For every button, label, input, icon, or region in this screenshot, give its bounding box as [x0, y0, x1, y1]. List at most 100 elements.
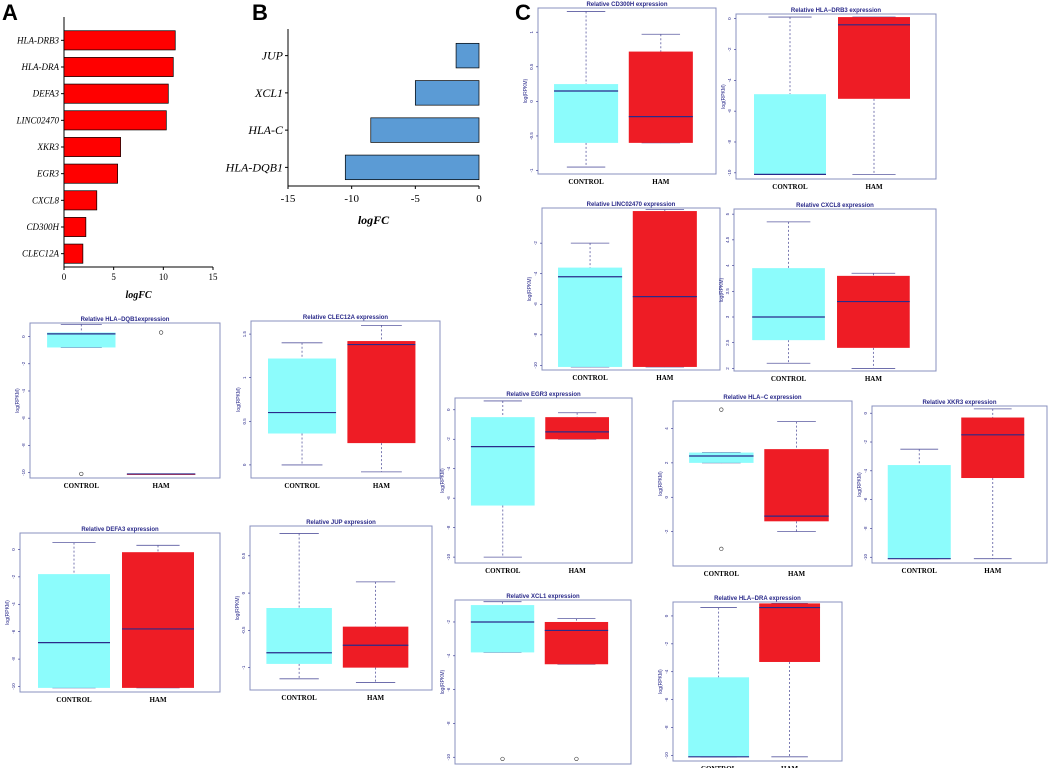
- y-tick-label: -10: [11, 683, 16, 690]
- group-label: CONTROL: [572, 374, 608, 382]
- y-tick-label: -10: [446, 753, 451, 760]
- boxplot-linc02470: Relative LINC02470 expression log(RPKM) -1…: [527, 202, 721, 382]
- y-tick-label: -4: [533, 271, 538, 275]
- y-axis-label: log(RPKM): [236, 387, 242, 412]
- y-tick-label: -4: [727, 78, 732, 82]
- outlier: [719, 546, 724, 551]
- tick-label: CLEC12A: [22, 249, 60, 259]
- y-tick-label: -4: [664, 669, 669, 673]
- y-tick-label: -10: [21, 469, 26, 476]
- y-tick-label: 0.5: [241, 552, 246, 559]
- boxplot-cd300h: Relative CD300H expression log(RPKM) -1 -0.…: [523, 2, 717, 186]
- plot-frame: [672, 400, 853, 567]
- panel-a-bar-chart: HLA-DRB3 HLA-DRA DEFA3 LINC02470 XKR3 EGR3 CXC…: [15, 17, 218, 301]
- group-label: HAM: [865, 375, 883, 383]
- boxplot-clec12a: Relative CLEC12A expression log(RPKM) 0 0.5…: [236, 315, 441, 490]
- y-tick-label: -1: [529, 168, 534, 172]
- plot-frame: [454, 599, 632, 765]
- boxplot-egr3: Relative EGR3 expression log(RPKM) -10 -8 -6…: [440, 392, 633, 575]
- y-tick-label: -8: [21, 443, 26, 447]
- y-tick-label: -2: [863, 440, 868, 444]
- box: [122, 552, 194, 688]
- box: [558, 267, 623, 367]
- y-tick-label: 2.5: [725, 339, 730, 346]
- y-tick-label: 4.5: [725, 236, 730, 243]
- tick-label: CD300H: [26, 222, 59, 232]
- group-label: HAM: [865, 183, 883, 191]
- plot-title: Relative CD300H expression: [586, 2, 667, 8]
- y-axis-label: log(RPKM): [5, 600, 11, 625]
- boxplot-defa3: Relative DEFA3 expression log(RPKM) -10 -8 -…: [5, 527, 221, 704]
- box: [628, 51, 693, 143]
- y-tick-label: -4: [21, 388, 26, 392]
- box: [837, 275, 910, 348]
- plot-frame: [672, 601, 843, 762]
- box: [754, 94, 826, 175]
- group-label: HAM: [781, 765, 799, 768]
- bar: [370, 117, 480, 143]
- y-tick-label: -10: [533, 362, 538, 369]
- group-label: CONTROL: [902, 567, 938, 575]
- tick-label: HLA-DQB1: [225, 160, 283, 174]
- y-tick-label: 0: [863, 411, 868, 414]
- y-tick-label: 2: [664, 461, 669, 464]
- bar: [63, 163, 118, 184]
- bar: [455, 42, 480, 69]
- y-tick-label: 0.5: [242, 418, 247, 425]
- y-tick-label: -6: [446, 687, 451, 691]
- outlier: [719, 407, 724, 412]
- tick-label: 0: [476, 193, 482, 205]
- y-axis-label: log(RPKM): [658, 471, 664, 496]
- plot-frame: [249, 525, 433, 691]
- y-tick-label: -4: [863, 468, 868, 472]
- y-tick-label: -10: [664, 752, 669, 759]
- bar: [63, 217, 87, 237]
- x-axis-label: logFC: [125, 290, 151, 301]
- tick-label: 5: [111, 272, 116, 282]
- panel-c-boxplots: Relative CD300H expression log(RPKM) -1 -0.…: [5, 2, 1048, 768]
- y-tick-label: -10: [863, 553, 868, 560]
- y-tick-label: -0.5: [529, 132, 534, 140]
- group-label: HAM: [367, 694, 385, 702]
- y-tick-label: -8: [664, 725, 669, 729]
- tick-label: -10: [344, 193, 359, 205]
- bar: [344, 154, 480, 181]
- box: [689, 452, 754, 463]
- bar: [63, 57, 174, 77]
- y-tick-label: 2: [725, 367, 730, 370]
- tick-label: -5: [411, 193, 421, 205]
- tick-label: EGR3: [36, 169, 59, 179]
- y-tick-label: -6: [727, 109, 732, 113]
- y-tick-label: 3.5: [725, 288, 730, 295]
- plot-frame: [733, 208, 937, 372]
- group-label: CONTROL: [772, 183, 808, 191]
- outlier: [500, 756, 505, 762]
- tick-label: HLA-C: [247, 123, 284, 137]
- panel-label-c: C: [515, 0, 531, 25]
- y-axis-label: log(RPKM): [721, 84, 727, 109]
- bar: [63, 30, 176, 51]
- plot-title: Relative XKR3 expression: [922, 400, 996, 406]
- y-axis-label: log(RPKM): [15, 388, 21, 413]
- y-tick-label: -6: [863, 497, 868, 501]
- tick-label: XKR3: [37, 142, 60, 152]
- y-tick-label: -0.5: [241, 626, 246, 634]
- tick-label: HLA-DRB3: [16, 35, 59, 45]
- group-label: HAM: [652, 178, 670, 186]
- y-tick-label: -2: [664, 641, 669, 645]
- tick-label: LINC02470: [15, 115, 59, 125]
- bar: [414, 80, 480, 106]
- group-label: CONTROL: [64, 482, 100, 490]
- y-tick-label: -6: [21, 416, 26, 420]
- group-label: CONTROL: [704, 570, 740, 578]
- y-tick-label: 0: [242, 463, 247, 466]
- box: [688, 677, 750, 757]
- plot-frame: [250, 320, 441, 479]
- y-tick-label: -2: [11, 574, 16, 578]
- y-tick-label: -8: [446, 721, 451, 725]
- box: [268, 358, 337, 434]
- y-tick-label: 0: [727, 17, 732, 20]
- y-axis-label: log(RPKM): [235, 595, 241, 620]
- y-tick-label: -6: [11, 629, 16, 633]
- plot-frame: [29, 322, 221, 479]
